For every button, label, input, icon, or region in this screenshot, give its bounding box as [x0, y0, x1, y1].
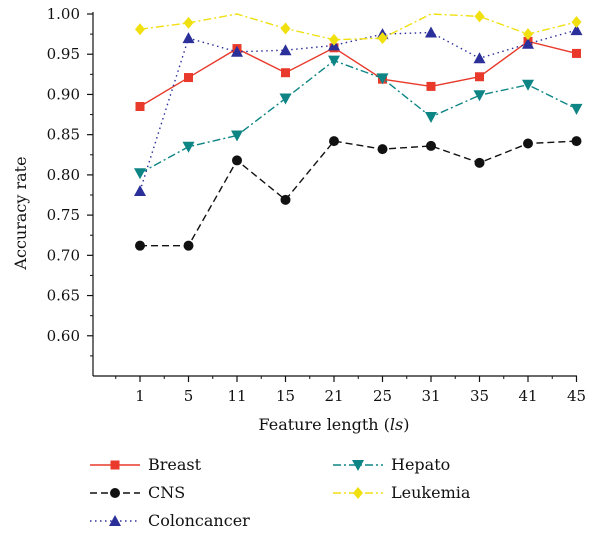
data-point-cns [280, 194, 291, 205]
data-point-cns [474, 157, 485, 168]
data-point-breast [135, 102, 145, 112]
data-point-coloncancer [182, 32, 195, 44]
y-tick-label: 0.95 [47, 45, 80, 63]
data-point-coloncancer [522, 37, 534, 49]
data-point-breast [426, 81, 436, 91]
x-tick-label: 5 [184, 387, 194, 405]
data-point-coloncancer [231, 45, 243, 57]
data-point-leukemia [523, 28, 533, 41]
data-point-leukemia [183, 16, 194, 29]
x-tick-label: 45 [567, 387, 586, 405]
x-axis-title-italic: ls [390, 415, 403, 434]
data-point-breast [572, 48, 581, 58]
series-line-leukemia [139, 13, 577, 41]
data-point-cns [135, 240, 145, 251]
y-ticks: 0.60 0.65 0.70 0.75 0.80 0.85 0.90 0.95 1.00 [47, 5, 93, 357]
data-point-hepato [376, 73, 389, 85]
legend: Breast CNS Coloncancer Hepato Leukemia [90, 455, 471, 530]
x-tick-label: 31 [421, 387, 440, 405]
data-point-leukemia [474, 10, 485, 23]
data-point-hepato [279, 93, 292, 105]
data-point-cns [426, 140, 436, 151]
y-tick-label: 0.90 [47, 85, 80, 103]
plot-area [134, 10, 583, 251]
x-tick-label: 41 [518, 387, 537, 405]
legend-marker [110, 460, 120, 470]
data-point-coloncancer [279, 44, 292, 56]
y-tick-label: 0.75 [47, 206, 80, 224]
data-point-coloncancer [473, 52, 486, 64]
data-point-leukemia [329, 33, 339, 46]
data-point-breast [281, 68, 290, 78]
data-point-coloncancer [425, 26, 437, 38]
data-point-hepato [425, 111, 437, 123]
y-tick-label: 0.60 [47, 327, 80, 345]
data-point-coloncancer [570, 24, 583, 36]
data-point-cns [523, 138, 533, 149]
data-point-leukemia [571, 16, 582, 29]
data-point-hepato [570, 103, 583, 115]
y-tick-label: 0.65 [47, 287, 80, 305]
x-tick-label: 11 [227, 387, 246, 405]
legend-marker [352, 460, 364, 471]
series-line-coloncancer [139, 29, 577, 192]
x-axis-title-prefix: Feature length ( [259, 415, 390, 434]
data-point-hepato [134, 168, 146, 180]
x-tick-label: 15 [276, 387, 295, 405]
data-point-hepato [328, 55, 340, 67]
data-point-leukemia [280, 22, 291, 35]
series-line-cns [140, 140, 577, 247]
y-tick-label: 0.85 [47, 126, 80, 144]
series-line-hepato [139, 59, 577, 174]
series-breast [135, 36, 581, 112]
data-point-cns [232, 155, 242, 166]
legend-label: Hepato [391, 455, 450, 474]
y-tick-label: 0.70 [47, 246, 80, 264]
data-point-breast [475, 72, 484, 82]
data-point-cns [329, 136, 339, 147]
data-point-coloncancer [134, 184, 146, 196]
data-point-cns [571, 136, 582, 147]
legend-item-coloncancer: Coloncancer [90, 511, 250, 530]
legend-item-hepato: Hepato [333, 455, 450, 474]
legend-marker [110, 488, 120, 498]
x-axis-title-suffix: ) [403, 415, 409, 434]
legend-item-leukemia: Leukemia [333, 483, 471, 502]
data-point-hepato [473, 90, 486, 102]
data-point-cns [183, 240, 194, 251]
x-tick-label: 25 [373, 387, 392, 405]
legend-item-cns: CNS [90, 483, 185, 502]
data-point-hepato [231, 130, 243, 142]
series-hepato [134, 55, 583, 180]
x-ticks: 1 5 11 15 21 25 31 35 41 45 [115, 376, 586, 405]
y-axis-title: Accuracy rate [11, 156, 30, 270]
y-tick-label: 0.80 [47, 166, 80, 184]
legend-marker [353, 487, 363, 499]
series-leukemia [135, 10, 582, 46]
legend-label: Coloncancer [148, 511, 250, 530]
legend-label: Breast [148, 455, 202, 474]
data-point-leukemia [377, 32, 388, 45]
x-tick-label: 35 [470, 387, 489, 405]
x-tick-label: 1 [135, 387, 145, 405]
series-line-breast [139, 40, 577, 108]
data-point-hepato [182, 141, 195, 153]
legend-item-breast: Breast [90, 455, 202, 474]
legend-marker [109, 515, 121, 526]
series-cns [135, 136, 582, 251]
data-point-cns [377, 144, 388, 155]
data-point-breast [184, 73, 193, 83]
data-point-hepato [522, 79, 534, 91]
axes [92, 12, 577, 377]
data-point-leukemia [135, 23, 145, 36]
legend-label: CNS [148, 483, 185, 502]
x-axis-title: Feature length (ls) [259, 415, 410, 434]
y-tick-label: 1.00 [47, 5, 80, 23]
legend-label: Leukemia [391, 483, 471, 502]
x-tick-label: 21 [324, 387, 343, 405]
